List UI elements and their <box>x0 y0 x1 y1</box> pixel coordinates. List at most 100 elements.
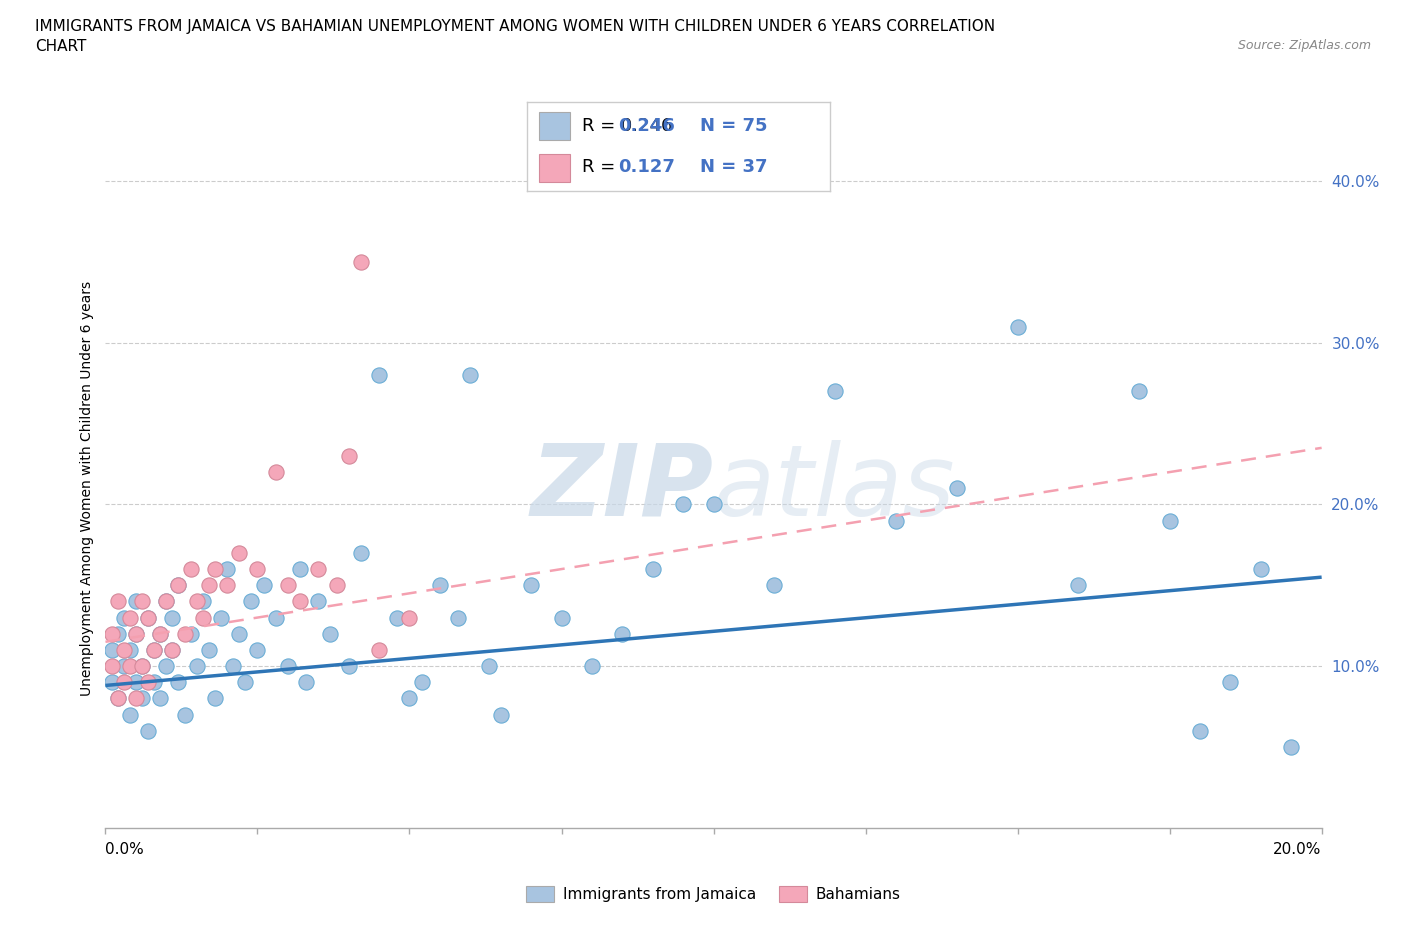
Point <box>112 610 135 625</box>
Point <box>155 594 177 609</box>
Text: R = 0.246: R = 0.246 <box>582 117 672 135</box>
Point <box>209 610 232 625</box>
Point <box>1219 675 1241 690</box>
Point <box>307 594 329 609</box>
Text: Source: ZipAtlas.com: Source: ZipAtlas.com <box>1237 39 1371 52</box>
Point <box>398 691 420 706</box>
Point <box>204 562 226 577</box>
Point <box>131 594 153 609</box>
Point <box>228 626 250 641</box>
Point <box>641 562 664 577</box>
Point <box>198 578 221 592</box>
Point <box>149 691 172 706</box>
Point <box>1007 319 1029 334</box>
Point <box>295 675 318 690</box>
Point <box>118 610 141 625</box>
Point <box>350 255 373 270</box>
Point <box>125 691 148 706</box>
Point <box>264 465 287 480</box>
Point <box>217 578 239 592</box>
Point <box>1128 384 1150 399</box>
Point <box>100 675 122 690</box>
Point <box>350 546 373 561</box>
Point <box>222 658 245 673</box>
Point <box>581 658 603 673</box>
Point <box>319 626 342 641</box>
Point <box>107 691 129 706</box>
Point <box>458 367 481 382</box>
Point <box>173 707 195 722</box>
Point <box>368 643 391 658</box>
Text: atlas: atlas <box>713 440 955 537</box>
Point <box>125 626 148 641</box>
Bar <box>540 112 569 140</box>
Text: IMMIGRANTS FROM JAMAICA VS BAHAMIAN UNEMPLOYMENT AMONG WOMEN WITH CHILDREN UNDER: IMMIGRANTS FROM JAMAICA VS BAHAMIAN UNEM… <box>35 19 995 33</box>
Point <box>149 626 172 641</box>
Point <box>277 658 299 673</box>
Point <box>155 658 177 673</box>
Point <box>204 691 226 706</box>
Point <box>550 610 572 625</box>
Point <box>107 626 129 641</box>
Text: R =: R = <box>582 158 627 176</box>
Point <box>143 643 166 658</box>
Point <box>307 562 329 577</box>
Point <box>702 497 725 512</box>
Legend: Immigrants from Jamaica, Bahamians: Immigrants from Jamaica, Bahamians <box>520 880 907 909</box>
Point <box>337 658 360 673</box>
Point <box>217 562 239 577</box>
Text: CHART: CHART <box>35 39 87 54</box>
Point <box>112 675 135 690</box>
Point <box>252 578 274 592</box>
Point <box>162 643 184 658</box>
Point <box>398 610 420 625</box>
Point <box>107 691 129 706</box>
Point <box>477 658 499 673</box>
Point <box>118 707 141 722</box>
Point <box>155 594 177 609</box>
Point <box>763 578 786 592</box>
Point <box>118 643 141 658</box>
Point <box>884 513 907 528</box>
Text: N = 75: N = 75 <box>700 117 768 135</box>
Point <box>186 658 208 673</box>
Point <box>143 675 166 690</box>
Point <box>149 626 172 641</box>
Point <box>125 626 148 641</box>
Point <box>246 562 269 577</box>
Point <box>277 578 299 592</box>
Text: N = 37: N = 37 <box>700 158 768 176</box>
Point <box>672 497 695 512</box>
Point <box>191 594 214 609</box>
Point <box>143 643 166 658</box>
Point <box>447 610 470 625</box>
Point <box>112 643 135 658</box>
Point <box>167 578 190 592</box>
Point <box>288 562 311 577</box>
Point <box>612 626 634 641</box>
Point <box>429 578 451 592</box>
Point <box>186 594 208 609</box>
Point <box>945 481 967 496</box>
Point <box>1159 513 1181 528</box>
Point <box>824 384 846 399</box>
Point <box>180 626 202 641</box>
Point <box>288 594 311 609</box>
Text: 0.246: 0.246 <box>619 117 675 135</box>
Point <box>162 643 184 658</box>
Point <box>411 675 433 690</box>
Point <box>131 658 153 673</box>
Point <box>520 578 543 592</box>
Point <box>240 594 263 609</box>
Text: 0.0%: 0.0% <box>105 842 145 857</box>
Point <box>118 658 141 673</box>
Point <box>1188 724 1211 738</box>
Point <box>368 367 391 382</box>
Point <box>1279 739 1302 754</box>
Point <box>125 675 148 690</box>
Point <box>131 658 153 673</box>
Point <box>228 546 250 561</box>
Text: 20.0%: 20.0% <box>1274 842 1322 857</box>
Point <box>167 578 190 592</box>
Point <box>198 643 221 658</box>
